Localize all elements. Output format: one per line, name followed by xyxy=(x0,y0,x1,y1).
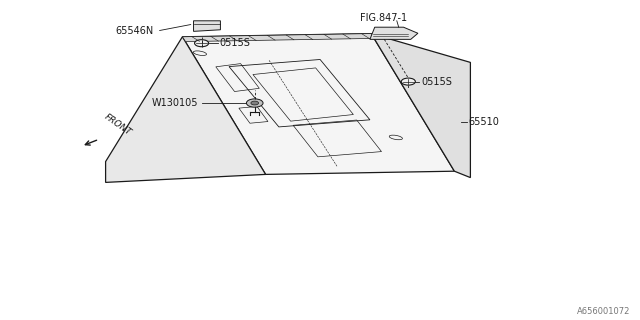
Polygon shape xyxy=(182,34,454,174)
Circle shape xyxy=(195,40,209,47)
Circle shape xyxy=(246,99,263,107)
Polygon shape xyxy=(193,21,220,31)
Circle shape xyxy=(251,101,259,105)
Text: 65510: 65510 xyxy=(468,117,499,127)
Text: A656001072: A656001072 xyxy=(577,307,630,316)
Polygon shape xyxy=(370,27,418,39)
Text: FIG.847-1: FIG.847-1 xyxy=(360,13,407,23)
Polygon shape xyxy=(106,37,266,182)
Text: W130105: W130105 xyxy=(152,98,198,108)
Text: 0515S: 0515S xyxy=(219,38,250,48)
Circle shape xyxy=(401,78,415,85)
Text: 65546N: 65546N xyxy=(115,26,154,36)
Text: FRONT: FRONT xyxy=(102,113,132,138)
Polygon shape xyxy=(371,34,470,178)
Text: 0515S: 0515S xyxy=(421,76,452,87)
Polygon shape xyxy=(182,34,374,42)
